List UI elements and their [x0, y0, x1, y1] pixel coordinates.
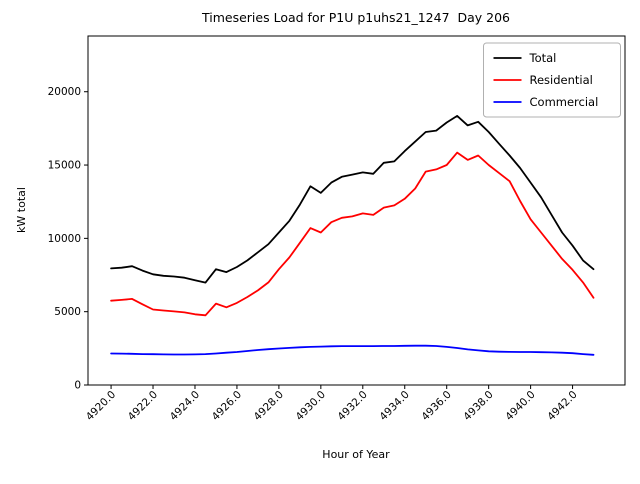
x-axis-tick-label: 4930.0 — [293, 389, 327, 423]
legend-box — [483, 42, 621, 118]
x-axis-tick-label: 4920.0 — [84, 389, 118, 423]
axes-frame — [87, 35, 626, 386]
series-line-residential — [110, 151, 595, 317]
x-axis-tick-label: 4938.0 — [461, 389, 495, 423]
x-axis-tick-label: 4942.0 — [545, 389, 579, 423]
x-axis-tick-label: 4924.0 — [168, 389, 202, 423]
plot-area: 4920.0 4922.0 4924.0 4926.0 4928.0 4930.0 4932… — [48, 35, 626, 423]
y-axis-tick-label: 20000 — [48, 86, 81, 98]
x-axis-tick-label: 4922.0 — [126, 389, 160, 423]
chart-title: Timeseries Load for P1U p1uhs21_1247 Day… — [201, 10, 510, 25]
legend-label-residential: Residential — [530, 73, 593, 87]
x-axis-tick-label: 4926.0 — [210, 389, 244, 423]
y-axis-tick-label: 0 — [74, 380, 81, 392]
x-axis-tick-label: 4928.0 — [252, 389, 286, 423]
y-axis-tick-label: 10000 — [48, 233, 81, 245]
legend-label-commercial: Commercial — [530, 95, 599, 109]
y-axis-tick-label: 5000 — [54, 306, 81, 318]
y-axis-tick-label: 15000 — [48, 160, 81, 172]
y-axis-label: kW total — [15, 187, 28, 233]
x-axis-tick-label: 4940.0 — [503, 389, 537, 423]
x-axis-tick-label: 4934.0 — [377, 389, 411, 423]
series-line-total — [110, 115, 595, 284]
x-axis-label: Hour of Year — [322, 448, 390, 461]
x-axis-tick-label: 4936.0 — [419, 389, 453, 423]
series-line-commercial — [110, 344, 595, 356]
legend-label-total: Total — [529, 51, 557, 65]
x-axis-tick-label: 4932.0 — [335, 389, 369, 423]
